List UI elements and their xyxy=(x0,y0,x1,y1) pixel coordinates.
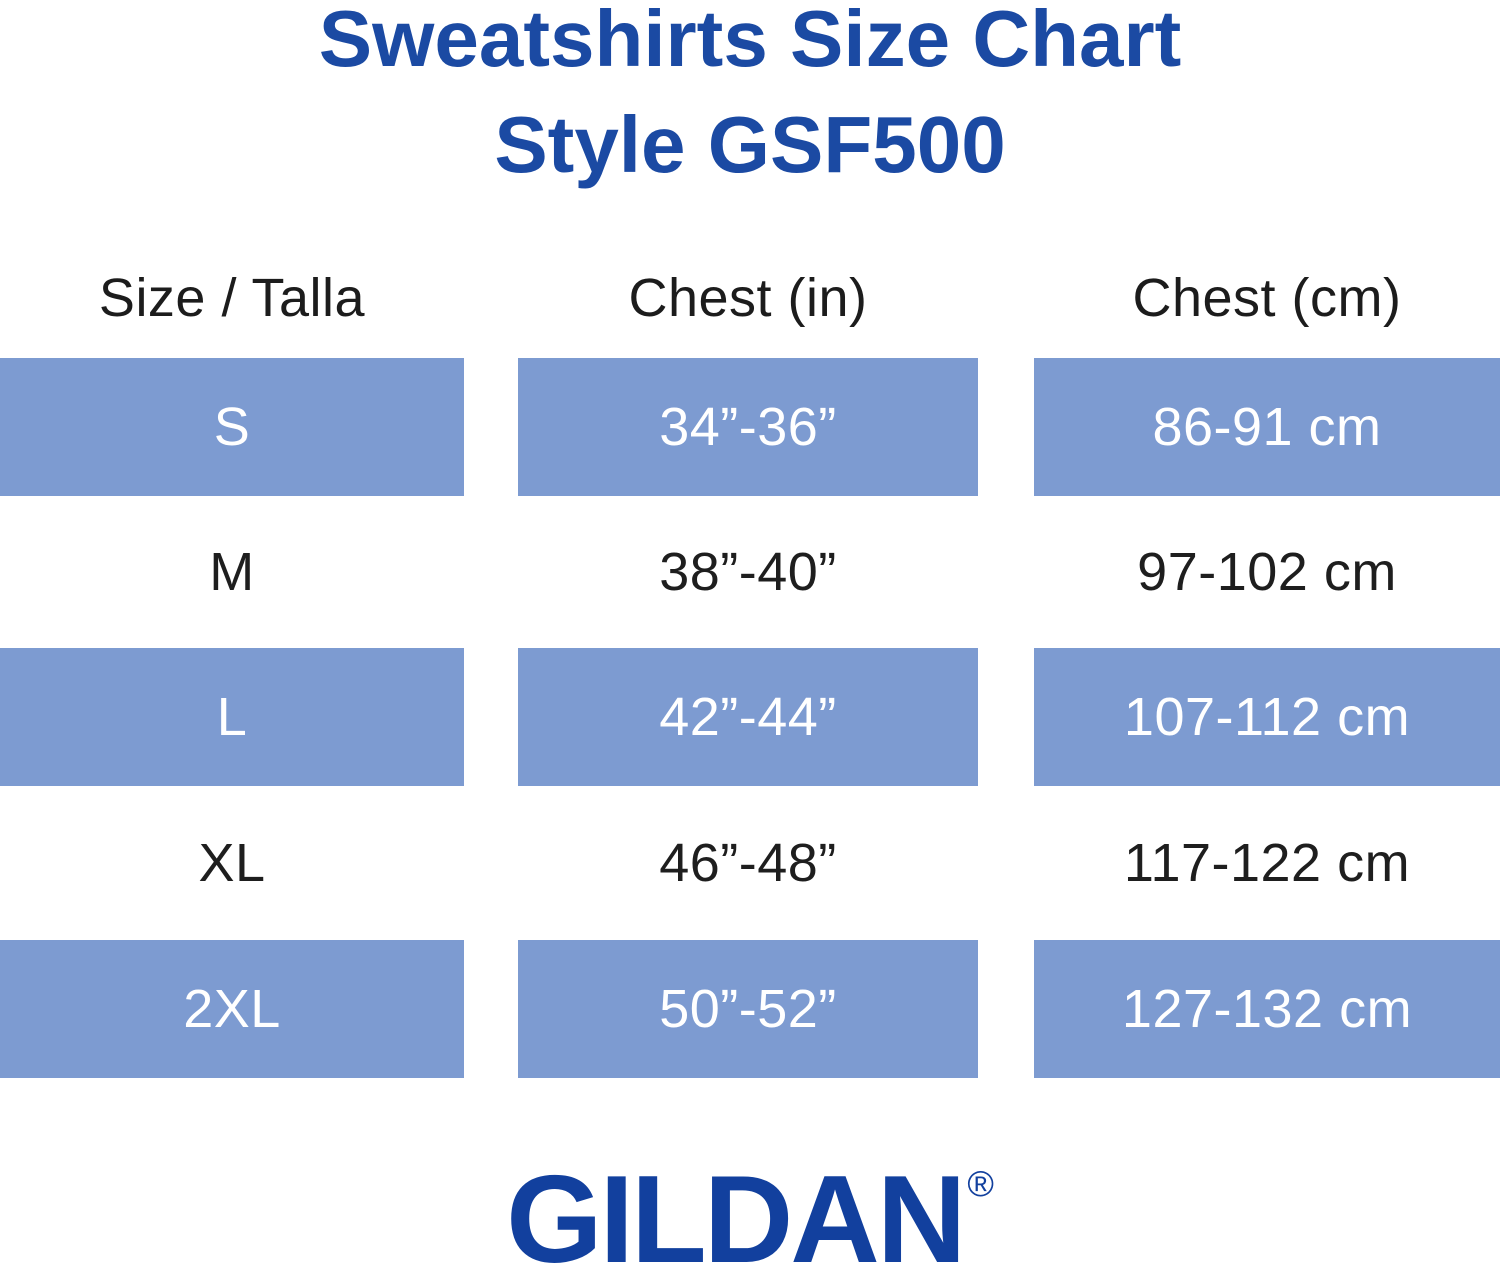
chest-cm-cell: 86-91 cm xyxy=(1034,358,1500,496)
table-row-2xl: 2XL 50”-52” 127-132 cm xyxy=(0,940,1500,1078)
table-header-row: Size / Talla Chest (in) Chest (cm) xyxy=(0,250,1500,346)
chest-cm-cell: 97-102 cm xyxy=(1137,542,1397,602)
chest-in-cell: 50”-52” xyxy=(518,940,978,1078)
size-cell: M xyxy=(209,542,255,602)
page-title-line1: Sweatshirts Size Chart xyxy=(318,0,1182,83)
chest-cm-cell: 127-132 cm xyxy=(1034,940,1500,1078)
chest-in-cell: 42”-44” xyxy=(518,648,978,786)
col-header-size: Size / Talla xyxy=(98,268,366,328)
size-cell: 2XL xyxy=(0,940,464,1078)
col-header-chest-in: Chest (in) xyxy=(628,268,868,328)
registered-trademark-icon: ® xyxy=(967,1163,994,1204)
col-header-chest-cm: Chest (cm) xyxy=(1132,268,1402,328)
size-cell: L xyxy=(0,648,464,786)
gildan-logo-text: GILDAN xyxy=(506,1151,966,1277)
page-title: Sweatshirts Size Chart Style GSF500 xyxy=(0,0,1500,198)
brand-logo: GILDAN ® xyxy=(0,1158,1500,1277)
table-row-s: S 34”-36” 86-91 cm xyxy=(0,358,1500,496)
size-cell: S xyxy=(0,358,464,496)
chest-in-cell: 38”-40” xyxy=(659,542,837,602)
chest-cm-cell: 107-112 cm xyxy=(1034,648,1500,786)
size-cell: XL xyxy=(198,833,266,893)
chest-cm-cell: 117-122 cm xyxy=(1123,833,1411,893)
table-row-m: M 38”-40” 97-102 cm xyxy=(0,496,1500,648)
chest-in-cell: 46”-48” xyxy=(659,833,837,893)
table-row-l: L 42”-44” 107-112 cm xyxy=(0,648,1500,786)
chest-in-cell: 34”-36” xyxy=(518,358,978,496)
page-title-line2: Style GSF500 xyxy=(494,100,1006,189)
table-row-xl: XL 46”-48” 117-122 cm xyxy=(0,786,1500,940)
